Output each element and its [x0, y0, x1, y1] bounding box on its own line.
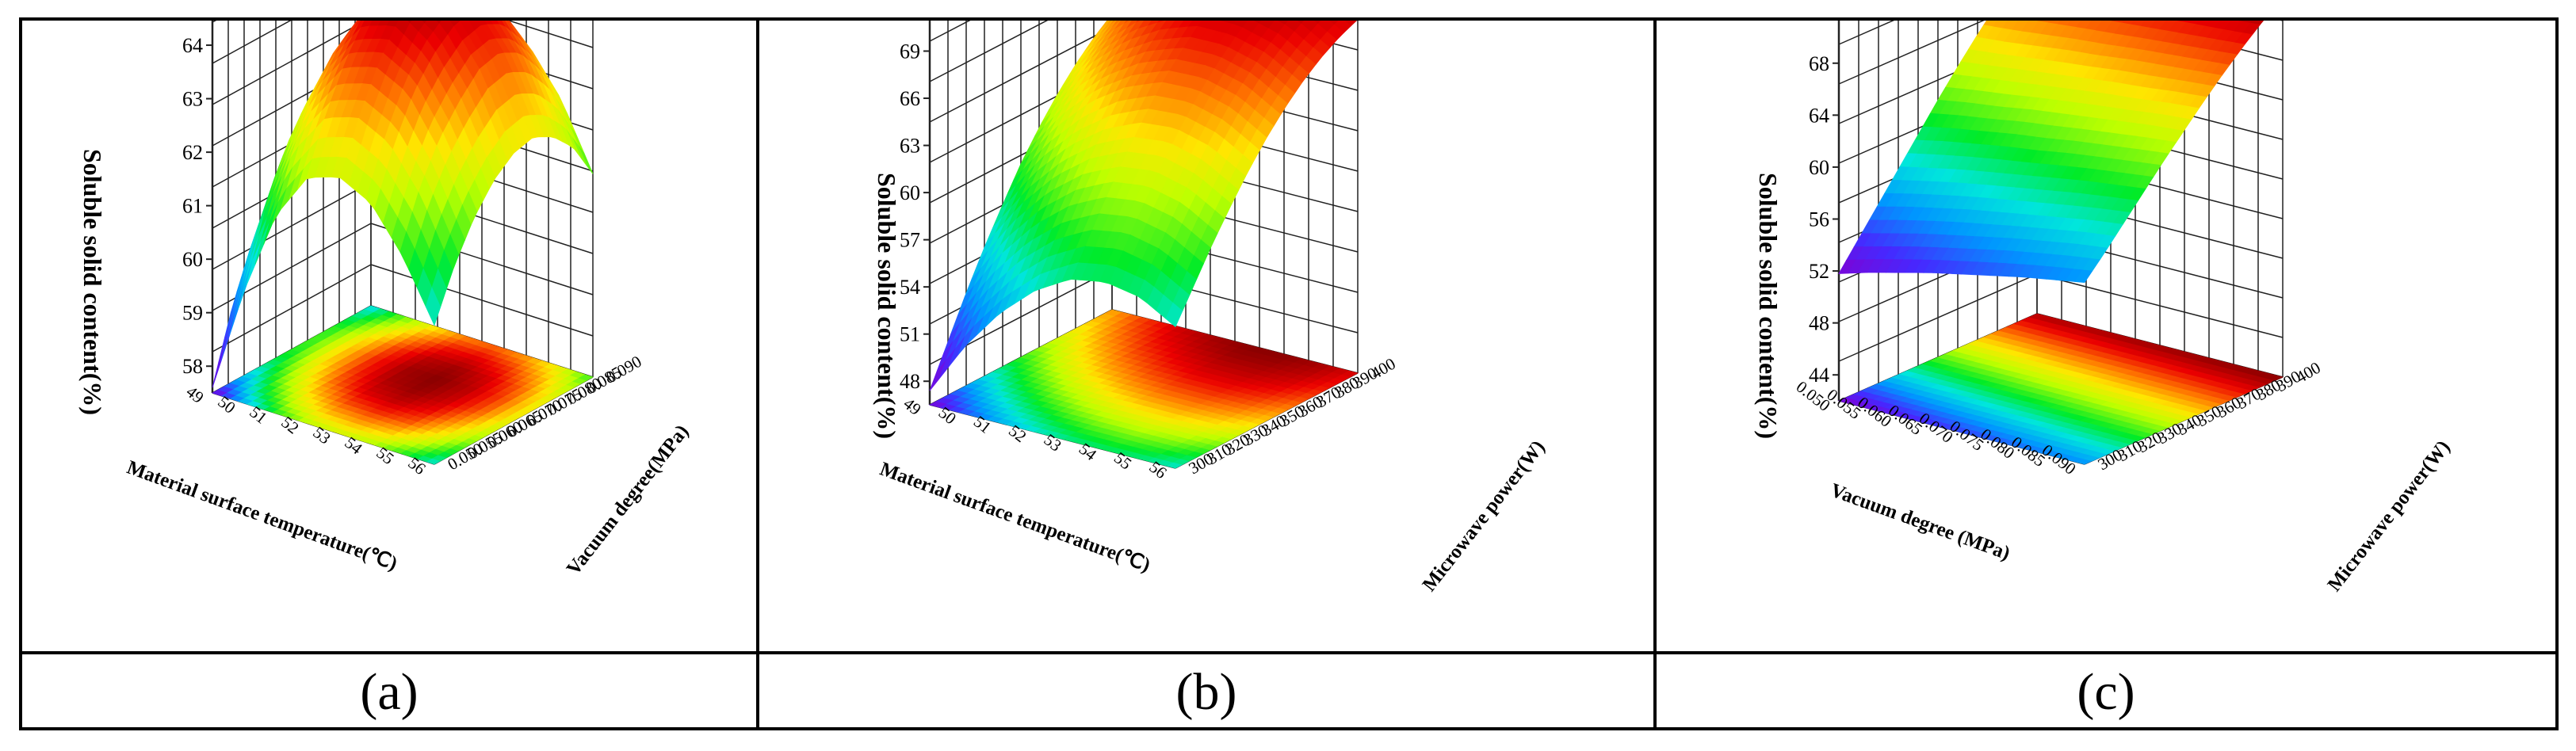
- z-tick-label: 59: [182, 302, 203, 325]
- divider-2: [1653, 21, 1657, 727]
- z-tick-label: 64: [1809, 104, 1829, 127]
- caption-divider: [22, 651, 2555, 654]
- response-surface: [1838, 21, 2265, 283]
- z-tick-label: 60: [182, 248, 203, 271]
- surface-chart-0: 585960616263646549505152535455560.0500.0…: [78, 21, 693, 579]
- z-axis-title: Soluble solid content(%): [873, 173, 901, 439]
- figure-frame: 585960616263646549505152535455560.0500.0…: [19, 17, 2559, 730]
- y-axis-title: Microwave power(W): [1419, 436, 1550, 596]
- floor-contour-map: [928, 309, 1359, 469]
- z-tick-label: 69: [900, 40, 920, 63]
- x-axis-title: Vacuum degree (MPa): [1828, 479, 2013, 564]
- z-axis-title: Soluble solid content(%): [1754, 173, 1783, 439]
- z-tick-label: 62: [182, 141, 203, 164]
- divider-1: [756, 21, 759, 727]
- z-axis-title: Soluble solid content(%): [78, 149, 107, 415]
- y-axis-title: Vacuum degree(MPa): [563, 421, 693, 579]
- z-tick-label: 63: [182, 88, 203, 111]
- chart-panel-a: 585960616263646549505152535455560.0500.0…: [22, 21, 756, 651]
- response-surface: [929, 21, 1358, 391]
- y-tick-label: 0.090: [603, 352, 645, 387]
- floor-contour-map: [211, 305, 594, 465]
- response-surface: [212, 21, 594, 388]
- z-tick-label: 57: [900, 229, 920, 252]
- z-tick-label: 56: [1809, 208, 1829, 231]
- z-tick-label: 48: [900, 370, 920, 393]
- z-tick-label: 60: [1809, 156, 1829, 179]
- z-tick-label: 48: [1809, 312, 1829, 335]
- x-tick-label: 49: [900, 394, 924, 419]
- z-axis-ticks: 5859606162636465: [182, 34, 212, 378]
- z-axis-ticks: 485154576063666972: [900, 40, 930, 393]
- z-tick-label: 66: [900, 87, 920, 110]
- z-tick-label: 61: [182, 195, 203, 218]
- x-tick-label: 49: [182, 382, 207, 407]
- surface-chart-2: 44485256606468720.0500.0550.0600.0650.07…: [1754, 21, 2455, 596]
- z-tick-label: 51: [900, 323, 920, 346]
- z-tick-label: 44: [1809, 364, 1829, 387]
- z-axis-ticks: 44 48 52 56 60 64 68 72: [1809, 21, 1839, 387]
- caption-c: (c): [2077, 663, 2135, 721]
- caption-a: (a): [360, 663, 419, 721]
- z-tick-label: 54: [900, 276, 920, 299]
- caption-b: (b): [1175, 663, 1237, 721]
- y-axis-title: Microwave power(W): [2324, 436, 2455, 596]
- z-tick-label: 63: [900, 135, 920, 158]
- z-tick-label: 72: [1809, 21, 1829, 23]
- z-tick-label: 68: [1809, 52, 1829, 75]
- z-tick-label: 52: [1809, 260, 1829, 283]
- x-axis-title: Material surface temperature(℃): [124, 457, 399, 575]
- floor-contour-map: [1837, 313, 2284, 465]
- z-tick-label: 60: [900, 181, 920, 204]
- surface-chart-1: 4851545760636669724950515253545556300310…: [873, 21, 1550, 596]
- z-tick-label: 58: [182, 355, 203, 378]
- chart-panel-b: 4851545760636669724950515253545556300310…: [759, 21, 1653, 651]
- z-tick-label: 64: [182, 34, 203, 57]
- x-axis-title: Material surface temperature(℃): [877, 459, 1152, 577]
- chart-panel-c: 44485256606468720.0500.0550.0600.0650.07…: [1657, 21, 2555, 651]
